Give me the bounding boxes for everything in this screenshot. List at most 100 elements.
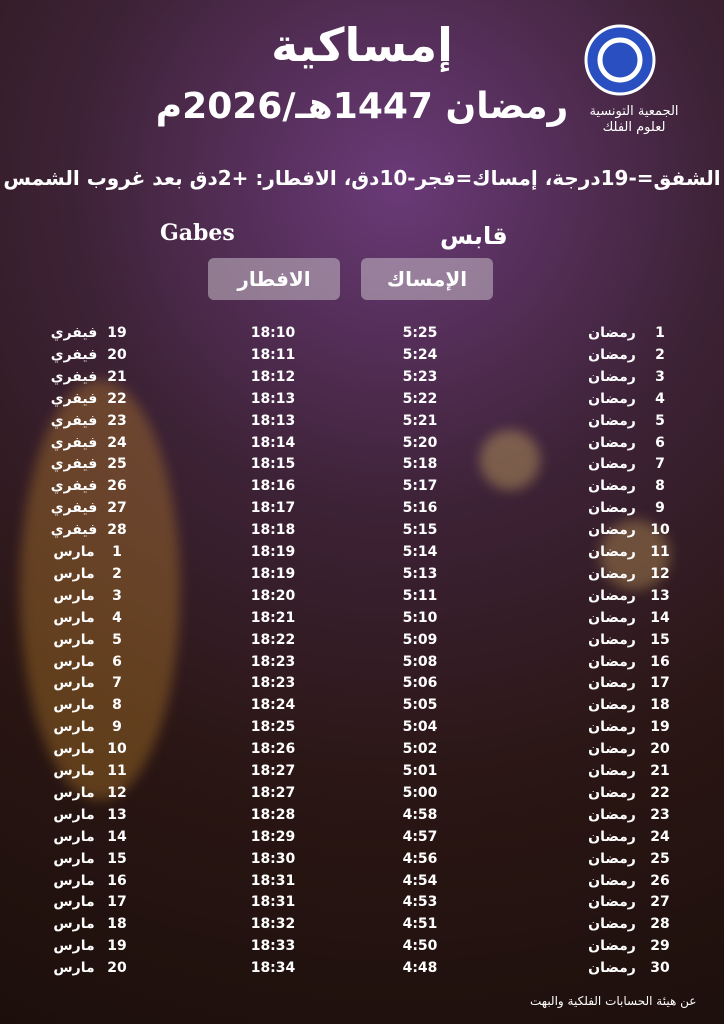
iftar-time: 18:16 (250, 478, 296, 495)
month-name: رمضان (588, 938, 636, 955)
month-name: رمضان (588, 368, 636, 385)
iftar-time: 18:19 (250, 565, 296, 582)
month-name: رمضان (588, 916, 636, 933)
month-name: رمضان (588, 565, 636, 582)
imsak-time: 5:06 (402, 675, 438, 692)
iftar-time: 18:23 (250, 653, 296, 670)
imsak-time: 4:53 (402, 894, 438, 911)
logo (584, 24, 656, 96)
gregorian-month: مارس (53, 675, 95, 692)
ramadan-day: 1 (655, 325, 665, 341)
column-header: الافطار (208, 258, 340, 300)
month-name: رمضان (588, 500, 636, 517)
month-name: رمضان (588, 828, 636, 845)
gregorian-month: مارس (53, 544, 95, 560)
ramadan-day: 21 (650, 763, 670, 779)
gregorian-month: مارس (53, 960, 95, 977)
gregorian-month: مارس (53, 784, 95, 801)
gregorian-day: 15 (107, 850, 127, 867)
imsak-time: 5:11 (402, 587, 438, 604)
month-name: رمضان (588, 609, 636, 626)
month-name: رمضان (588, 763, 636, 779)
ramadan-day: 19 (650, 719, 670, 736)
iftar-time: 18:18 (250, 522, 296, 539)
month-name: رمضان (588, 806, 636, 823)
settings: الشفق=-19درجة، إمساك=فجر-10دق، الافطار: … (3, 166, 721, 190)
bokeh (600, 520, 670, 590)
imsak-time: 4:48 (402, 960, 438, 977)
iftar-time: 18:11 (250, 346, 296, 363)
imsak-time: 5:22 (402, 390, 438, 407)
gregorian-month: مارس (53, 894, 95, 911)
gregorian-day: 5 (112, 631, 122, 648)
ramadan-day: 25 (650, 850, 670, 867)
gregorian-day: 8 (112, 697, 122, 714)
gregorian-day: 19 (107, 938, 127, 955)
ramadan-day: 12 (650, 565, 670, 582)
ramadan-day: 8 (655, 478, 665, 495)
gregorian-day: 20 (107, 346, 127, 363)
gregorian-day: 21 (107, 368, 127, 385)
month-name: رمضان (588, 631, 636, 648)
ramadan-day: 29 (650, 938, 670, 955)
imsak-time: 5:21 (402, 412, 438, 429)
gregorian-month: فيفري (50, 368, 98, 385)
imsak-time: 4:51 (402, 916, 438, 933)
gregorian-day: 9 (112, 719, 122, 736)
gregorian-day: 7 (112, 675, 122, 692)
iftar-time: 18:31 (250, 872, 296, 889)
iftar-time: 18:20 (250, 587, 296, 604)
month-name: رمضان (588, 412, 636, 429)
iftar-time: 18:15 (250, 456, 296, 473)
ramadan-day: 14 (650, 609, 670, 626)
imsak-time: 5:16 (402, 500, 438, 517)
gregorian-month: مارس (53, 741, 95, 758)
gregorian-month: مارس (53, 631, 95, 648)
imsak-time: 4:54 (402, 872, 438, 889)
month-name: رمضان (588, 346, 636, 363)
iftar-time: 18:29 (250, 828, 296, 845)
month-name: رمضان (588, 872, 636, 889)
ramadan-day: 24 (650, 828, 670, 845)
ramadan-day: 28 (650, 916, 670, 933)
gregorian-day: 3 (112, 587, 122, 604)
gregorian-month: فيفري (50, 434, 98, 451)
month-name: رمضان (588, 478, 636, 495)
gregorian-month: فيفري (50, 390, 98, 407)
gregorian-month: مارس (53, 828, 95, 845)
gregorian-month: فيفري (50, 456, 98, 473)
iftar-time: 18:26 (250, 741, 296, 758)
iftar-time: 18:12 (250, 368, 296, 385)
gregorian-day: 28 (107, 522, 127, 539)
bokeh (480, 430, 540, 490)
ramadan-day: 26 (650, 872, 670, 889)
gregorian-month: مارس (53, 653, 95, 670)
iftar-time: 18:27 (250, 763, 296, 779)
imsak-time: 5:00 (402, 784, 438, 801)
organization: الجمعية التونسية لعلوم الفلك (574, 104, 694, 136)
column-header: الإمساك (361, 258, 493, 300)
ramadan-day: 22 (650, 784, 670, 801)
footer: عن هيئة الحسابات الفلكية والبهت (530, 994, 697, 1008)
iftar-time: 18:27 (250, 784, 296, 801)
iftar-time: 18:17 (250, 500, 296, 517)
month-name: رمضان (588, 456, 636, 473)
ramadan-day: 15 (650, 631, 670, 648)
ramadan-day: 4 (655, 390, 665, 407)
imsak-time: 5:09 (402, 631, 438, 648)
imsak-time: 5:02 (402, 741, 438, 758)
title: إمساكية (271, 18, 453, 72)
iftar-time: 18:10 (250, 325, 296, 341)
gregorian-day: 23 (107, 412, 127, 429)
ramadan-day: 6 (655, 434, 665, 451)
ramadan-day: 3 (655, 368, 665, 385)
gregorian-day: 25 (107, 456, 127, 473)
city-arabic: قابس (440, 222, 508, 250)
gregorian-month: فيفري (50, 478, 98, 495)
month-name: رمضان (588, 653, 636, 670)
org-line: لعلوم الفلك (602, 120, 666, 135)
gregorian-day: 20 (107, 960, 127, 977)
gregorian-month: مارس (53, 763, 95, 779)
month-name: رمضان (588, 522, 636, 539)
